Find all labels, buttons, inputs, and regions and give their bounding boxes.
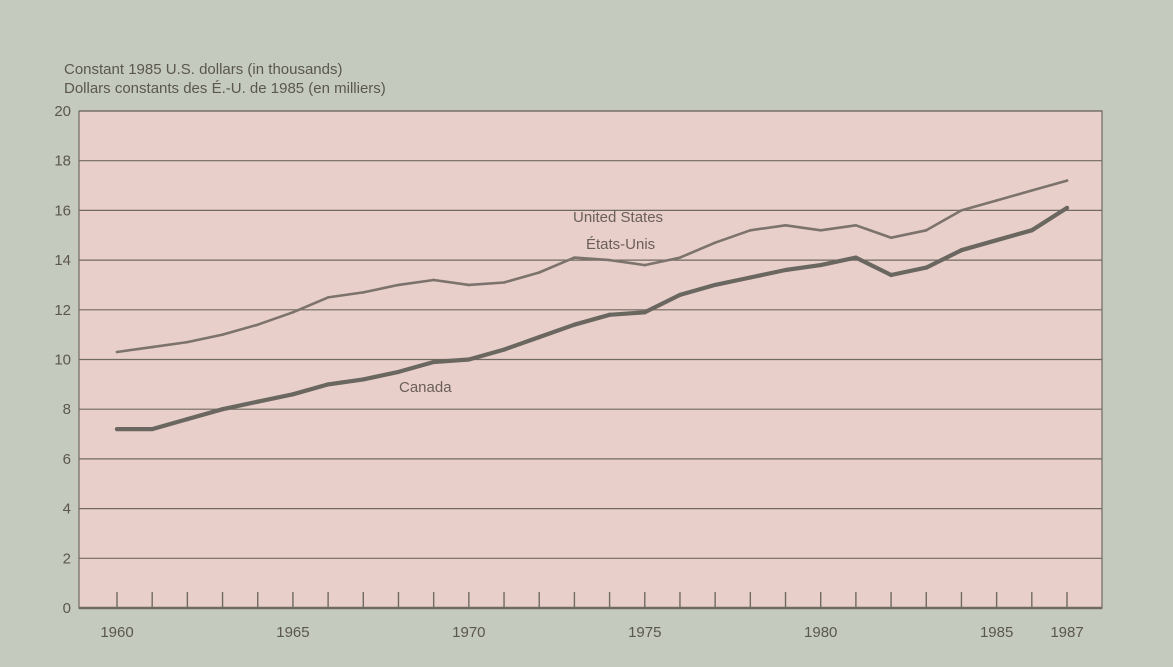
y-tick-label-8: 8	[63, 401, 71, 418]
x-tick-label-1965: 1965	[276, 624, 309, 641]
data-point-united-states-1972	[537, 271, 541, 274]
y-tick-label-4: 4	[63, 501, 71, 518]
data-point-canada-1980	[818, 262, 823, 268]
y-tick-label-14: 14	[54, 252, 71, 269]
gridlines	[79, 110, 1102, 610]
data-point-canada-1987	[1064, 205, 1070, 211]
x-tick-label-1970: 1970	[452, 624, 485, 641]
data-point-united-states-1987	[1065, 179, 1069, 182]
data-point-canada-1971	[501, 347, 507, 352]
data-point-canada-1961	[150, 426, 155, 432]
data-point-canada-1973	[572, 322, 577, 327]
y-axis-ticks: 0 2 4 6 8 10 12 14 16 18 20	[54, 103, 71, 617]
data-point-united-states-1971	[502, 281, 506, 284]
series-labels: United States États-Unis Canada	[399, 209, 663, 396]
data-point-canada-1978	[748, 275, 753, 280]
data-point-canada-1981	[853, 255, 858, 260]
data-point-canada-1970	[466, 357, 471, 362]
data-point-canada-1967	[361, 377, 366, 382]
data-point-united-states-1969	[432, 278, 435, 282]
data-point-united-states-1961	[150, 345, 154, 349]
data-point-canada-1986	[1029, 228, 1034, 233]
data-point-united-states-1975	[643, 263, 647, 267]
data-point-united-states-1984	[960, 209, 963, 212]
data-point-united-states-1967	[361, 291, 365, 294]
data-point-canada-1984	[959, 248, 964, 253]
y-tick-label-6: 6	[63, 451, 71, 468]
y-axis-label-french: Dollars constants des É.-U. de 1985 (en …	[64, 80, 386, 97]
data-point-canada-1964	[255, 399, 260, 404]
x-tick-label-1980: 1980	[804, 624, 837, 641]
data-point-canada-1979	[783, 267, 788, 273]
data-point-united-states-1985	[995, 199, 998, 202]
series-label-etats-unis: États-Unis	[586, 236, 655, 253]
data-point-canada-1985	[994, 238, 999, 243]
series-label-canada: Canada	[399, 379, 452, 396]
data-point-canada-1969	[431, 359, 436, 365]
series-line-canada	[114, 205, 1070, 432]
x-axis: 1960 1965 1970 1975 1980 1985 1987	[100, 592, 1084, 641]
x-tick-label-1960: 1960	[100, 624, 133, 641]
data-point-united-states-1982	[889, 236, 893, 240]
data-point-united-states-1977	[713, 241, 717, 245]
series-label-united-states: United States	[573, 209, 663, 226]
y-tick-label-0: 0	[63, 600, 71, 617]
data-point-canada-1966	[326, 382, 331, 387]
y-tick-label-10: 10	[54, 352, 71, 369]
data-point-united-states-1976	[678, 256, 682, 259]
data-point-united-states-1964	[256, 323, 260, 327]
data-point-united-states-1980	[819, 228, 823, 232]
data-point-canada-1975	[642, 310, 647, 315]
data-point-united-states-1960	[115, 350, 119, 354]
data-point-canada-1963	[220, 407, 225, 412]
data-point-canada-1983	[924, 265, 929, 270]
data-point-united-states-1981	[854, 224, 858, 227]
y-tick-label-18: 18	[54, 153, 71, 170]
y-tick-label-20: 20	[54, 103, 71, 120]
y-axis-label-english: Constant 1985 U.S. dollars (in thousands…	[64, 61, 343, 78]
data-point-canada-1965	[290, 392, 296, 397]
data-point-united-states-1965	[291, 310, 295, 314]
data-point-canada-1962	[185, 417, 190, 422]
data-point-canada-1977	[713, 282, 718, 288]
data-point-canada-1968	[396, 369, 401, 375]
data-point-canada-1974	[607, 312, 612, 317]
x-tick-label-1985: 1985	[980, 624, 1013, 641]
data-point-canada-1976	[677, 292, 683, 297]
data-point-united-states-1974	[608, 258, 611, 262]
data-point-united-states-1963	[221, 333, 224, 336]
x-tick-label-1987: 1987	[1050, 624, 1083, 641]
data-point-united-states-1979	[784, 224, 787, 227]
data-point-canada-1960	[114, 426, 120, 432]
data-point-united-states-1962	[186, 340, 189, 344]
y-tick-label-2: 2	[63, 550, 71, 567]
data-point-united-states-1978	[749, 228, 752, 232]
data-point-united-states-1970	[467, 283, 471, 287]
y-tick-label-12: 12	[54, 302, 71, 319]
x-tick-label-1975: 1975	[628, 624, 661, 641]
series-line-united-states	[115, 179, 1069, 354]
data-point-united-states-1986	[1030, 189, 1034, 192]
data-point-canada-1972	[537, 335, 542, 340]
series-lines	[114, 179, 1070, 432]
data-point-canada-1982	[888, 272, 894, 278]
data-point-united-states-1983	[924, 228, 928, 232]
data-point-united-states-1966	[326, 296, 330, 299]
data-point-united-states-1968	[397, 283, 400, 287]
y-tick-label-16: 16	[54, 202, 71, 219]
data-point-united-states-1973	[573, 256, 576, 259]
